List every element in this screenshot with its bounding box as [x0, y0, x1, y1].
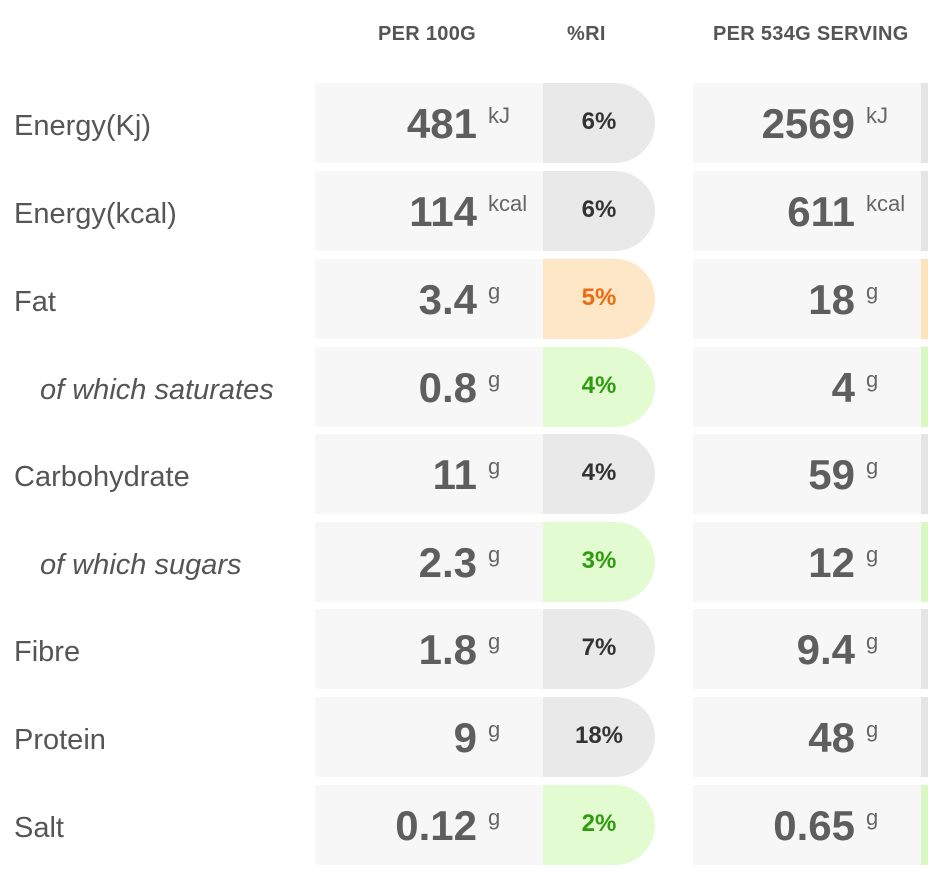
nutrient-label: of which sugars: [40, 549, 242, 581]
per-serving-unit: g: [866, 367, 879, 392]
nutrient-label: Energy(Kj): [14, 110, 151, 142]
per-serving-value: 4: [831, 364, 855, 411]
per-serving-cell: 611 kcal: [693, 171, 921, 251]
ri-badge: 3%: [543, 522, 655, 602]
ri-indicator-stripe: [921, 259, 928, 339]
per-100g-value: 2.3: [418, 539, 477, 586]
per-100g-unit: kcal: [488, 191, 528, 216]
per-serving-value: 2569: [761, 100, 855, 147]
ri-indicator-stripe: [921, 83, 928, 163]
nutrient-row: Salt 0.12 g 2% 0.65 g: [0, 785, 928, 865]
per-100g-unit: g: [488, 542, 501, 567]
nutrient-label: Carbohydrate: [14, 461, 190, 493]
per-100g-unit: g: [488, 367, 501, 392]
per-serving-value: 12: [808, 539, 855, 586]
per-100g-unit: g: [488, 279, 501, 304]
ri-indicator-stripe: [921, 347, 928, 427]
ri-badge: 18%: [543, 697, 655, 777]
per-serving-cell: 18 g: [693, 259, 921, 339]
per-100g-unit: kJ: [488, 103, 510, 128]
per-serving-unit: g: [866, 279, 879, 304]
ri-indicator-stripe: [921, 434, 928, 514]
nutrient-label: Protein: [14, 724, 106, 756]
per-100g-unit: g: [488, 717, 501, 742]
ri-badge: 5%: [543, 259, 655, 339]
per-serving-cell: 48 g: [693, 697, 921, 777]
ri-badge: 7%: [543, 609, 655, 689]
nutrient-row: of which saturates 0.8 g 4% 4 g: [0, 347, 928, 427]
nutrient-row: Energy(kcal) 114 kcal 6% 611 kcal: [0, 171, 928, 251]
nutrient-row: Carbohydrate 11 g 4% 59 g: [0, 434, 928, 514]
nutrient-label: Salt: [14, 812, 64, 844]
ri-indicator-stripe: [921, 697, 928, 777]
per-serving-unit: g: [866, 805, 879, 830]
per-serving-value: 18: [808, 276, 855, 323]
nutrient-row: Fat 3.4 g 5% 18 g: [0, 259, 928, 339]
per-100g-value: 3.4: [418, 276, 477, 323]
nutrient-row: Fibre 1.8 g 7% 9.4 g: [0, 609, 928, 689]
per-100g-value: 1.8: [418, 626, 477, 673]
ri-badge: 2%: [543, 785, 655, 865]
per-100g-value: 11: [432, 451, 477, 498]
per-100g-cell: 0.8 g: [315, 347, 543, 427]
per-100g-cell: 481 kJ: [315, 83, 543, 163]
ri-indicator-stripe: [921, 785, 928, 865]
header-per-serving: PER 534G SERVING: [713, 23, 909, 45]
per-serving-unit: kcal: [866, 191, 906, 216]
ri-badge: 6%: [543, 171, 655, 251]
per-serving-cell: 59 g: [693, 434, 921, 514]
header-ri: %RI: [567, 23, 606, 45]
per-100g-value: 0.12: [395, 802, 477, 849]
per-serving-value: 59: [808, 451, 855, 498]
per-serving-cell: 0.65 g: [693, 785, 921, 865]
per-100g-cell: 3.4 g: [315, 259, 543, 339]
per-serving-unit: g: [866, 629, 879, 654]
ri-indicator-stripe: [921, 171, 928, 251]
nutrient-label: Fibre: [14, 636, 81, 668]
per-100g-unit: g: [488, 629, 501, 654]
per-100g-value: 481: [406, 100, 477, 147]
per-serving-cell: 2569 kJ: [693, 83, 921, 163]
per-100g-cell: 114 kcal: [315, 171, 543, 251]
per-100g-cell: 11 g: [315, 434, 543, 514]
ri-badge: 4%: [543, 434, 655, 514]
per-serving-value: 9.4: [796, 626, 855, 673]
nutrient-row: of which sugars 2.3 g 3% 12 g: [0, 522, 928, 602]
ri-badge: 4%: [543, 347, 655, 427]
per-100g-value: 0.8: [418, 364, 477, 411]
per-100g-cell: 0.12 g: [315, 785, 543, 865]
per-serving-unit: g: [866, 542, 879, 567]
nutrient-row: Protein 9 g 18% 48 g: [0, 697, 928, 777]
ri-indicator-stripe: [921, 609, 928, 689]
per-100g-unit: g: [488, 454, 501, 479]
per-100g-cell: 1.8 g: [315, 609, 543, 689]
nutrient-row: Energy(Kj) 481 kJ 6% 2569 kJ: [0, 83, 928, 163]
header-per-100g: PER 100G: [378, 23, 477, 45]
ri-indicator-stripe: [921, 522, 928, 602]
per-serving-unit: kJ: [866, 103, 888, 128]
per-serving-unit: g: [866, 717, 879, 742]
per-serving-value: 611: [787, 188, 855, 235]
per-100g-cell: 2.3 g: [315, 522, 543, 602]
per-serving-unit: g: [866, 454, 879, 479]
nutrient-label: Energy(kcal): [14, 198, 177, 230]
per-serving-value: 48: [808, 714, 855, 761]
per-100g-value: 9: [453, 714, 477, 761]
per-100g-value: 114: [409, 188, 477, 235]
nutrient-label: Fat: [14, 286, 56, 318]
per-100g-unit: g: [488, 805, 501, 830]
per-serving-value: 0.65: [773, 802, 855, 849]
per-serving-cell: 12 g: [693, 522, 921, 602]
nutrient-label: of which saturates: [40, 374, 274, 406]
ri-badge: 6%: [543, 83, 655, 163]
per-serving-cell: 9.4 g: [693, 609, 921, 689]
